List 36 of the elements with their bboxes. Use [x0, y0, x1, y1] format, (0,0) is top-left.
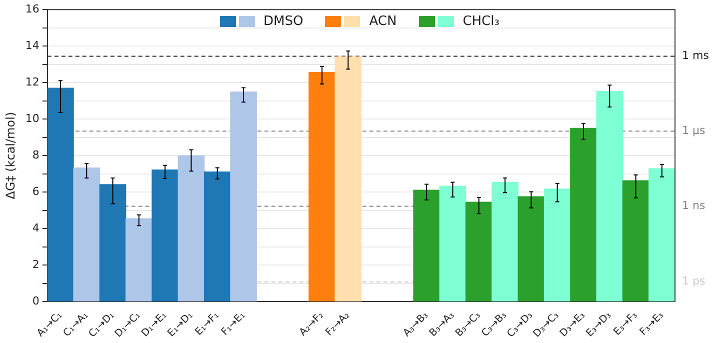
bar [73, 167, 100, 302]
legend-label: CHCl₃ [462, 14, 500, 29]
bar [596, 91, 624, 302]
legend-label: ACN [369, 14, 397, 29]
bar [334, 56, 362, 302]
bar [570, 128, 597, 302]
ref-line-label: 1 µs [682, 124, 706, 137]
bar [152, 169, 178, 302]
bar [465, 202, 492, 302]
bar [308, 72, 336, 302]
y-tick-label: 12 [25, 75, 40, 88]
bar [47, 88, 74, 302]
bar [204, 171, 231, 302]
y-tick-label: 10 [25, 112, 40, 125]
bar [126, 218, 152, 302]
y-tick-label: 14 [25, 38, 40, 52]
bar [544, 188, 571, 302]
ref-line-label: 1 ms [682, 49, 710, 62]
bar [622, 180, 650, 302]
bar [99, 184, 126, 302]
y-tick-label: 8 [32, 148, 40, 162]
bar [439, 186, 466, 302]
bar [230, 92, 257, 302]
bar [492, 182, 518, 302]
y-tick-label: 6 [32, 184, 40, 198]
y-tick-label: 2 [32, 258, 40, 271]
y-tick-label: 16 [25, 2, 40, 16]
bar [178, 155, 205, 302]
bar [413, 190, 440, 302]
bar [518, 196, 545, 302]
y-tick-label: 4 [32, 221, 40, 234]
y-tick-label: 0 [32, 294, 40, 308]
bar [648, 168, 675, 302]
y-axis-title: ΔG‡ (kcal/mol) [3, 112, 18, 200]
legend-label: DMSO [264, 14, 304, 29]
ref-line-label: 1 ns [682, 199, 706, 212]
